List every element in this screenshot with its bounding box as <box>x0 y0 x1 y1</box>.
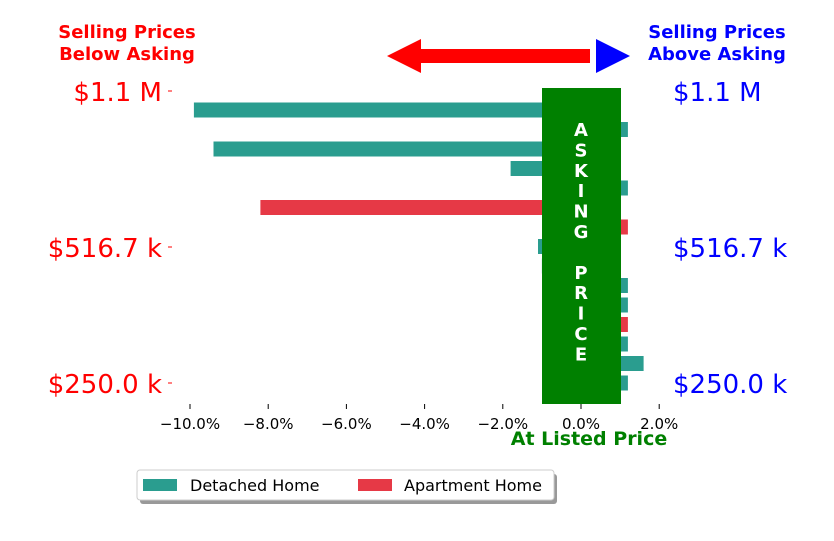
bar-6 <box>260 200 581 215</box>
above-asking-title-line1: Selling Prices <box>648 22 785 43</box>
x-tick-label-3: −6.0% <box>321 415 372 433</box>
legend-swatch-detached <box>143 479 177 491</box>
above-asking-title-line2: Above Asking <box>648 44 786 65</box>
bar-1 <box>194 103 581 118</box>
asking-letter-8: P <box>574 263 587 284</box>
asking-letter-9: R <box>574 283 588 304</box>
y-label-right-bottom: $250.0 k <box>673 370 787 400</box>
asking-letter-2: S <box>575 140 588 161</box>
y-label-right-top: $1.1 M <box>673 78 762 108</box>
y-label-right-mid: $516.7 k <box>673 234 787 264</box>
legend-swatch-apartment <box>358 479 392 491</box>
legend-label-detached: Detached Home <box>190 476 320 495</box>
x-tick-label-1: −10.0% <box>160 415 220 433</box>
bar-3 <box>214 142 582 157</box>
asking-letter-11: C <box>574 324 587 345</box>
left-arrow-icon <box>387 39 590 73</box>
asking-letter-10: I <box>578 304 585 325</box>
y-label-left-bottom: $250.0 k <box>48 370 162 400</box>
asking-letter-5: N <box>573 202 588 223</box>
asking-letter-4: I <box>578 181 585 202</box>
asking-letter-6: G <box>574 222 589 243</box>
x-axis-label: At Listed Price <box>511 428 667 450</box>
asking-letter-1: A <box>574 120 588 141</box>
y-label-left-top: $1.1 M <box>73 78 162 108</box>
below-asking-title-line2: Below Asking <box>59 44 195 65</box>
legend-label-apartment: Apartment Home <box>404 476 542 495</box>
right-arrow-icon <box>596 39 630 73</box>
asking-letter-3: K <box>574 161 589 182</box>
asking-letter-12: E <box>575 344 587 365</box>
x-tick-label-4: −4.0% <box>399 415 450 433</box>
below-asking-title-line1: Selling Prices <box>58 22 195 43</box>
x-tick-label-2: −8.0% <box>243 415 294 433</box>
y-label-left-mid: $516.7 k <box>48 234 162 264</box>
